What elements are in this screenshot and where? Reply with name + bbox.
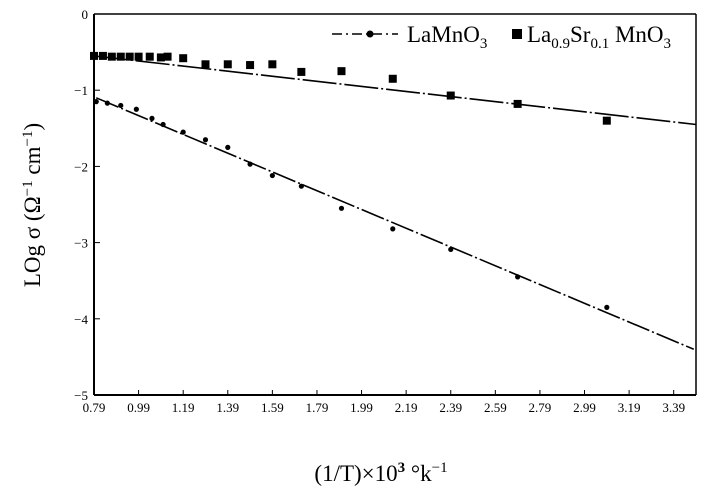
data-point-lasrmno3 [179,54,188,63]
fit-line-lasrmno3 [93,55,697,126]
data-point-lamno3 [118,102,124,109]
y-tick-label: −1 [74,83,88,98]
data-point-lasrmno3 [268,60,277,69]
data-point-lasrmno3 [156,53,165,62]
y-ticks: 0 −1 −2 −3 −4 −5 [74,7,100,403]
legend-label-lamno3: LaMnO3 [407,22,487,52]
fit-lines [93,55,697,351]
data-point-lamno3 [390,226,396,232]
data-point-lasrmno3 [163,52,172,61]
data-point-lasrmno3 [513,99,522,108]
x-tick-label: 0.79 [83,400,106,415]
data-point-lasrmno3 [223,60,232,69]
data-point-lasrmno3 [337,67,346,76]
data-points [90,51,611,310]
data-point-lamno3 [93,99,99,105]
x-tick-label: 0.99 [127,400,150,415]
data-point-lamno3 [180,129,186,135]
data-point-lasrmno3 [201,60,210,69]
data-point-lamno3 [338,205,345,211]
data-point-lamno3 [225,144,231,150]
data-point-lasrmno3 [145,52,154,61]
x-tick-label: 3.39 [662,400,685,415]
data-point-lamno3 [515,274,521,280]
data-point-lamno3 [448,246,454,253]
data-point-lasrmno3 [602,116,611,125]
data-point-lasrmno3 [107,52,116,61]
x-tick-label: 2.79 [529,400,552,415]
x-tick-label: 2.59 [484,400,507,415]
y-axis-title: LOg σ (Ω−1 cm−1) [20,123,45,287]
data-point-lasrmno3 [116,52,125,61]
data-point-lasrmno3 [297,67,306,76]
data-point-lamno3 [104,100,110,106]
y-tick-label: −3 [74,236,88,251]
y-tick-label: −5 [74,388,88,403]
legend-marker-lasrmno3 [512,29,522,39]
x-ticks: 0.79 0.99 1.19 1.39 1.59 1.79 1.99 2.19 2.39 2.59… [83,390,685,415]
data-point-lasrmno3 [134,52,143,61]
x-tick-label: 2.19 [395,400,418,415]
data-point-lasrmno3 [125,52,134,61]
legend-label-lasrmno3: La0.9Sr0.1 MnO3 [527,22,671,52]
x-tick-label: 1.39 [216,400,239,415]
data-point-lasrmno3 [246,61,255,70]
y-tick-label: 0 [82,7,89,22]
x-tick-label: 3.19 [618,400,641,415]
data-point-lamno3 [202,137,209,143]
data-point-lasrmno3 [446,91,455,100]
data-point-lamno3 [298,183,304,189]
x-tick-label: 2.39 [439,400,462,415]
legend: LaMnO3 La0.9Sr0.1 MnO3 [332,22,671,52]
x-tick-label: 1.19 [172,400,195,415]
y-tick-label: −2 [74,159,88,174]
plot-frame [93,13,697,396]
y-tick-label: −4 [74,312,88,327]
data-point-lamno3 [160,121,166,128]
legend-marker-lamno3 [366,30,374,38]
data-point-lamno3 [133,106,139,112]
data-point-lasrmno3 [98,51,107,60]
data-point-lamno3 [604,304,610,310]
x-axis-title: (1/T)×103 °k−1 [314,460,447,486]
data-point-lasrmno3 [388,74,397,83]
fit-line-lamno3 [95,97,695,351]
x-tick-label: 2.99 [573,400,596,415]
x-tick-label: 1.79 [306,400,329,415]
data-point-lamno3 [149,115,155,121]
data-point-lamno3 [247,161,253,167]
data-point-lasrmno3 [90,51,98,60]
x-tick-label: 1.59 [261,400,284,415]
x-tick-label: 1.99 [350,400,373,415]
data-point-lamno3 [269,172,275,179]
